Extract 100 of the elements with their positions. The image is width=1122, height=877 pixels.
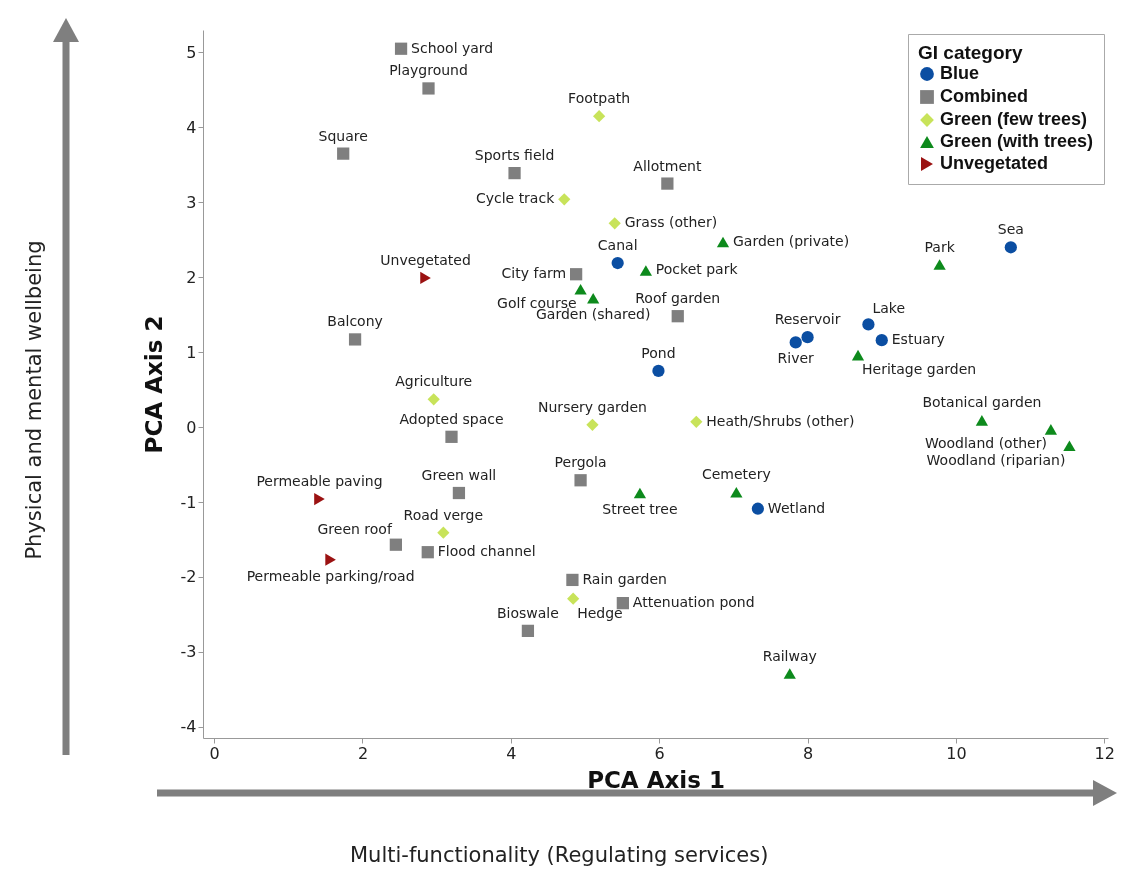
point (325, 553, 336, 566)
point (661, 177, 674, 190)
legend-label: Green (with trees) (940, 131, 1094, 151)
x-tick-label: 0 (209, 743, 220, 763)
point (421, 546, 434, 559)
point (608, 217, 621, 230)
y-tick-label: 0 (186, 417, 197, 437)
point (975, 415, 989, 426)
point (789, 336, 802, 349)
point (521, 624, 535, 637)
annotation: Cemetery (701, 466, 771, 483)
y-tick-label: 2 (186, 267, 197, 287)
point (633, 487, 647, 499)
annotation: Green roof (317, 520, 393, 537)
point (671, 310, 684, 323)
point (586, 418, 599, 431)
point (570, 268, 583, 281)
annotation: Woodland (other) (924, 435, 1047, 452)
x-tick-label: 6 (654, 743, 665, 763)
point (394, 42, 408, 55)
annotation: Footpath (568, 90, 631, 107)
point (574, 283, 587, 295)
y-axis-title: PCA Axis 2 (140, 315, 167, 454)
y-tick-label: -2 (180, 567, 197, 587)
y-tick-label: -3 (180, 642, 197, 662)
annotation: Permeable parking/road (246, 567, 415, 584)
point (420, 271, 431, 285)
point (611, 256, 624, 270)
annotation: Attenuation pond (632, 594, 755, 611)
point (751, 502, 764, 515)
annotation: Estuary (891, 331, 945, 348)
point (314, 492, 325, 506)
annotation: Wetland (767, 499, 826, 516)
annotation: Nursery garden (538, 398, 647, 415)
annotation: Green wall (421, 467, 497, 484)
y-tick-label: 5 (186, 42, 197, 62)
annotation: Canal (597, 237, 638, 253)
annotation: Pergola (554, 454, 607, 471)
point (567, 592, 580, 605)
point (1063, 440, 1076, 452)
annotation: Unvegetated (380, 251, 471, 268)
annotation: Botanical garden (922, 394, 1042, 411)
annotation: Flood channel (437, 543, 536, 560)
x-tick-label: 12 (1094, 743, 1115, 763)
annotation: Grass (other) (624, 214, 718, 231)
text: Physical and mental wellbeing (22, 240, 46, 560)
annotation: Balcony (327, 313, 383, 330)
annotation: City farm (501, 265, 567, 282)
point (445, 430, 458, 443)
point (437, 526, 450, 539)
x-tick-label: 2 (357, 743, 369, 763)
point (783, 668, 796, 679)
point (587, 292, 600, 304)
point (875, 334, 888, 347)
point (862, 318, 875, 331)
point (566, 573, 579, 587)
y-tick-label: 1 (186, 342, 197, 362)
annotation: Square (318, 127, 368, 144)
point (508, 166, 521, 180)
annotation: Garden (private) (733, 233, 850, 250)
point (593, 110, 606, 123)
annotation: Playground (389, 62, 468, 79)
annotation: Permeable paving (256, 473, 383, 489)
annotation: Pond (641, 344, 676, 361)
point (558, 193, 571, 206)
point (389, 538, 402, 551)
y-tick-label: -1 (180, 492, 197, 512)
annotation: Park (924, 238, 956, 255)
legend-label: Unvegetated (940, 153, 1049, 173)
annotation: Allotment (633, 157, 702, 174)
x-tick-label: 4 (506, 743, 517, 763)
x-axis-title: PCA Axis 1 (587, 766, 725, 793)
annotation: Woodland (riparian) (926, 451, 1066, 468)
annotation: Pocket park (655, 261, 739, 278)
annotation: Rain garden (582, 570, 667, 587)
legend-label: Green (few trees) (940, 109, 1088, 129)
point (801, 331, 814, 344)
point (337, 147, 350, 160)
y-tick-label: 4 (186, 117, 197, 137)
point (716, 236, 730, 248)
x-tick-label: 8 (802, 743, 814, 763)
point (574, 474, 587, 487)
annotation: Agriculture (395, 373, 473, 390)
legend-label: Combined (940, 86, 1028, 106)
point (690, 415, 703, 428)
legend-title: GI category (918, 42, 1023, 63)
point (730, 486, 743, 498)
annotation: Sea (997, 221, 1024, 238)
point (639, 265, 652, 276)
annotation: Cycle track (475, 190, 556, 207)
point (933, 259, 946, 270)
annotation: Railway (762, 647, 817, 664)
annotation: River (777, 350, 815, 367)
annotation: Adopted space (399, 410, 504, 427)
point (422, 82, 435, 95)
y-tick-label: -4 (180, 717, 197, 737)
point (1004, 241, 1017, 254)
point (652, 364, 665, 377)
annotation: Bioswale (496, 604, 559, 621)
annotation: Lake (872, 300, 906, 317)
